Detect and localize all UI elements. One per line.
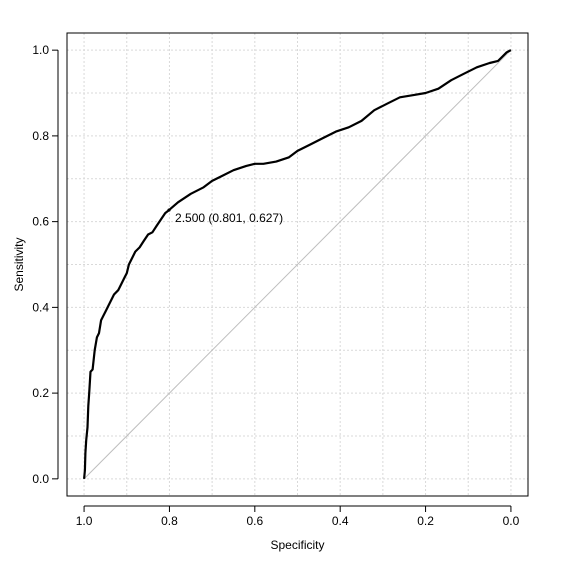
x-tick-label: 0.0 <box>503 514 520 528</box>
diagonal-reference-line <box>83 49 512 480</box>
y-axis-title: Sensitivity <box>12 237 26 291</box>
x-tick-label: 0.8 <box>161 514 178 528</box>
x-tick-label: 0.6 <box>246 514 263 528</box>
x-axis-title: Specificity <box>270 538 324 552</box>
y-tick-label: 0.0 <box>32 472 49 486</box>
x-tick-label: 0.4 <box>332 514 349 528</box>
x-tick-label: 0.2 <box>417 514 434 528</box>
y-tick-label: 0.8 <box>32 129 49 143</box>
y-tick-label: 0.6 <box>32 215 49 229</box>
x-tick-label: 1.0 <box>76 514 93 528</box>
y-tick-label: 0.4 <box>32 300 49 314</box>
plot-frame <box>66 32 529 497</box>
threshold-point-marker <box>167 208 171 212</box>
y-axis: 0.0 0.2 0.4 0.6 0.8 1.0 <box>32 43 59 486</box>
threshold-annotation: 2.500 (0.801, 0.627) <box>175 211 283 225</box>
y-tick-label: 1.0 <box>32 43 49 57</box>
x-axis: 1.0 0.8 0.6 0.4 0.2 0.0 <box>76 505 520 528</box>
y-tick-label: 0.2 <box>32 386 49 400</box>
grid-lines <box>67 33 528 496</box>
